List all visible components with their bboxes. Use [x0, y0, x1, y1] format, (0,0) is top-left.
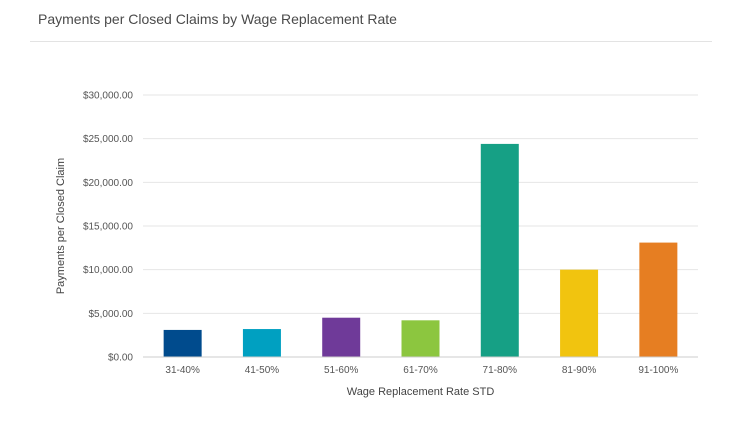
- y-tick-label: $30,000.00: [83, 91, 133, 102]
- y-tick-label: $20,000.00: [83, 178, 133, 189]
- y-tick-label: $5,000.00: [89, 309, 134, 320]
- x-tick-label: 71-80%: [483, 365, 518, 376]
- y-tick-label: $15,000.00: [83, 222, 133, 233]
- x-tick-label: 81-90%: [562, 365, 597, 376]
- bar-61-70%[interactable]: [401, 320, 440, 357]
- x-axis-ticks: 31-40% 41-50% 51-60% 61-70% 71-80% 81-90% 91-1…: [165, 365, 678, 376]
- bar-81-90%[interactable]: [560, 269, 599, 357]
- x-tick-label: 51-60%: [324, 365, 359, 376]
- y-axis-ticks: $0.00 $5,000.00 $10,000.00 $15,000.00 $20,00…: [83, 91, 133, 364]
- title-divider: [30, 41, 712, 42]
- x-axis-title: Wage Replacement Rate STD: [347, 386, 495, 398]
- bar-41-50%[interactable]: [242, 329, 281, 357]
- x-tick-label: 31-40%: [165, 365, 200, 376]
- bar-71-80%[interactable]: [480, 143, 519, 357]
- y-tick-label: $0.00: [108, 353, 133, 364]
- x-tick-label: 61-70%: [403, 365, 438, 376]
- y-axis-title: Payments per Closed Claim: [55, 158, 67, 294]
- bar-91-100%[interactable]: [639, 242, 678, 357]
- y-tick-label: $25,000.00: [83, 134, 133, 145]
- y-tick-label: $10,000.00: [83, 265, 133, 276]
- bar-51-60%[interactable]: [322, 317, 361, 357]
- x-tick-label: 41-50%: [245, 365, 280, 376]
- bars: [163, 143, 678, 357]
- gridlines: [143, 94, 698, 314]
- x-tick-label: 91-100%: [638, 365, 678, 376]
- bar-31-40%[interactable]: [163, 329, 202, 357]
- page-title: Payments per Closed Claims by Wage Repla…: [38, 11, 397, 27]
